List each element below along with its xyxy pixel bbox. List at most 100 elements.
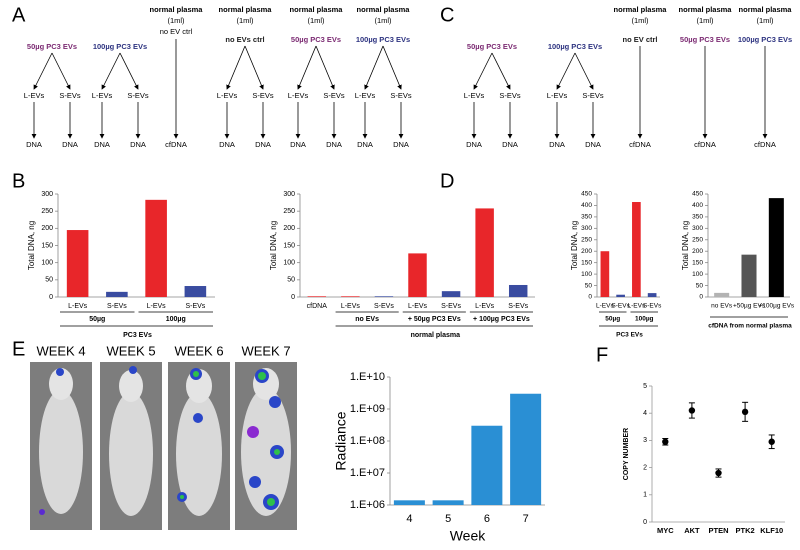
arrow [574, 52, 594, 90]
y-tick-label: 50 [585, 282, 593, 289]
diagram-source: 100µg PC3 EVs [548, 42, 602, 51]
y-tick-label: 0 [588, 294, 592, 301]
diagram-header: normal plasma [219, 5, 273, 14]
diagram-header: normal plasma [357, 5, 411, 14]
diagram-leaf: DNA [219, 140, 235, 149]
bar [600, 251, 610, 297]
x-tick-label: S-EVs [508, 303, 528, 310]
y-tick-label: 350 [581, 214, 592, 221]
diagram-source: 50µg PC3 EVs [291, 35, 341, 44]
diagram-branch: S-EVs [323, 91, 345, 100]
diagram-leaf: cfDNA [754, 140, 776, 149]
diagram-branch: L-EVs [464, 91, 485, 100]
bar [714, 292, 730, 297]
diagram-source: 50µg PC3 EVs [467, 42, 517, 51]
x-tick-label: L-EVs [68, 303, 88, 310]
panel-label: F [596, 344, 608, 366]
diagram-leaf: DNA [549, 140, 565, 149]
diagram-leaf: DNA [130, 140, 146, 149]
y-tick-label: 1.E+09 [350, 403, 385, 415]
point [662, 438, 669, 445]
arrow [473, 52, 493, 90]
x-axis-label: normal plasma [411, 332, 461, 339]
diagram-source: no EV ctrl [622, 35, 657, 44]
y-tick-label: 100 [692, 271, 703, 278]
x-tick-label: +50µg EVs [733, 303, 766, 310]
y-tick-label: 0 [49, 294, 53, 301]
y-tick-label: 150 [41, 242, 53, 249]
x-tick-label: L-EVs [596, 303, 614, 310]
y-tick-label: 1.E+10 [350, 371, 385, 383]
y-tick-label: 0 [291, 294, 295, 301]
x-tick-label: L-EVs [341, 303, 361, 310]
arrow [315, 45, 335, 90]
arrow [382, 45, 402, 90]
bar [508, 284, 528, 297]
bar [741, 254, 757, 297]
y-tick-label: 150 [581, 259, 592, 266]
bar [145, 199, 167, 297]
diagram-header: no EV ctrl [160, 27, 193, 36]
y-tick-label: 250 [41, 208, 53, 215]
x-tick-label: L-EVs [408, 303, 428, 310]
y-tick-label: 400 [692, 202, 703, 209]
bar [393, 500, 425, 505]
diagram-branch: L-EVs [288, 91, 309, 100]
week-label: WEEK 6 [174, 343, 223, 358]
y-tick-label: 200 [41, 225, 53, 232]
y-tick-label: 3 [643, 437, 647, 444]
panel-label: B [12, 170, 25, 192]
x-tick-label: S-EVs [611, 303, 630, 310]
diagram-source: 100µg PC3 EVs [738, 35, 792, 44]
diagram-leaf: DNA [357, 140, 373, 149]
diagram-leaf: DNA [326, 140, 342, 149]
arrow [244, 45, 264, 90]
y-tick-label: 250 [692, 236, 703, 243]
diagram-source: 100µg PC3 EVs [356, 35, 410, 44]
diagram-leaf: DNA [62, 140, 78, 149]
y-tick-label: 150 [283, 242, 295, 249]
diagram-header: normal plasma [290, 5, 344, 14]
bar [106, 291, 128, 297]
arrow [119, 52, 139, 90]
mouse-image [235, 362, 297, 530]
diagram-header: normal plasma [614, 5, 668, 14]
x-tick-label: S-EVs [643, 303, 662, 310]
group-label: + 50µg PC3 EVs [408, 316, 461, 323]
x-tick-label: 6 [484, 513, 490, 525]
bar [632, 202, 641, 297]
arrow [491, 52, 511, 90]
bar [616, 294, 625, 297]
bar [307, 296, 327, 297]
point [715, 469, 722, 477]
y-tick-label: 100 [581, 271, 592, 278]
x-tick-label: S-EVs [441, 303, 461, 310]
diagram-leaf: cfDNA [694, 140, 716, 149]
panel-label: E [12, 338, 25, 360]
x-tick-label: L-EVs [628, 303, 646, 310]
diagram-leaf: DNA [255, 140, 271, 149]
x-axis-label: PC3 EVs [123, 332, 152, 339]
y-tick-label: 1.E+07 [350, 467, 385, 479]
y-tick-label: 1 [643, 492, 647, 499]
panel-label: A [12, 4, 26, 26]
bar [432, 500, 464, 505]
y-tick-label: 200 [581, 248, 592, 255]
group-label: 50µg [605, 316, 620, 323]
diagram-header: normal plasma [150, 5, 204, 14]
y-axis-label: Radiance [333, 411, 349, 470]
bar [768, 198, 784, 297]
y-tick-label: 450 [581, 191, 592, 198]
y-tick-label: 1.E+06 [350, 499, 385, 511]
diagram-leaf: DNA [26, 140, 42, 149]
diagram-branch: S-EVs [390, 91, 412, 100]
week-label: WEEK 7 [241, 343, 290, 358]
x-axis-label: cfDNA from normal plasma [708, 323, 792, 330]
diagram-leaf: DNA [585, 140, 601, 149]
bar [408, 253, 427, 297]
bar [184, 286, 207, 297]
y-tick-label: 400 [581, 202, 592, 209]
mouse-image [168, 362, 230, 530]
x-tick-label: PTK2 [736, 526, 755, 535]
arrow [101, 52, 121, 90]
